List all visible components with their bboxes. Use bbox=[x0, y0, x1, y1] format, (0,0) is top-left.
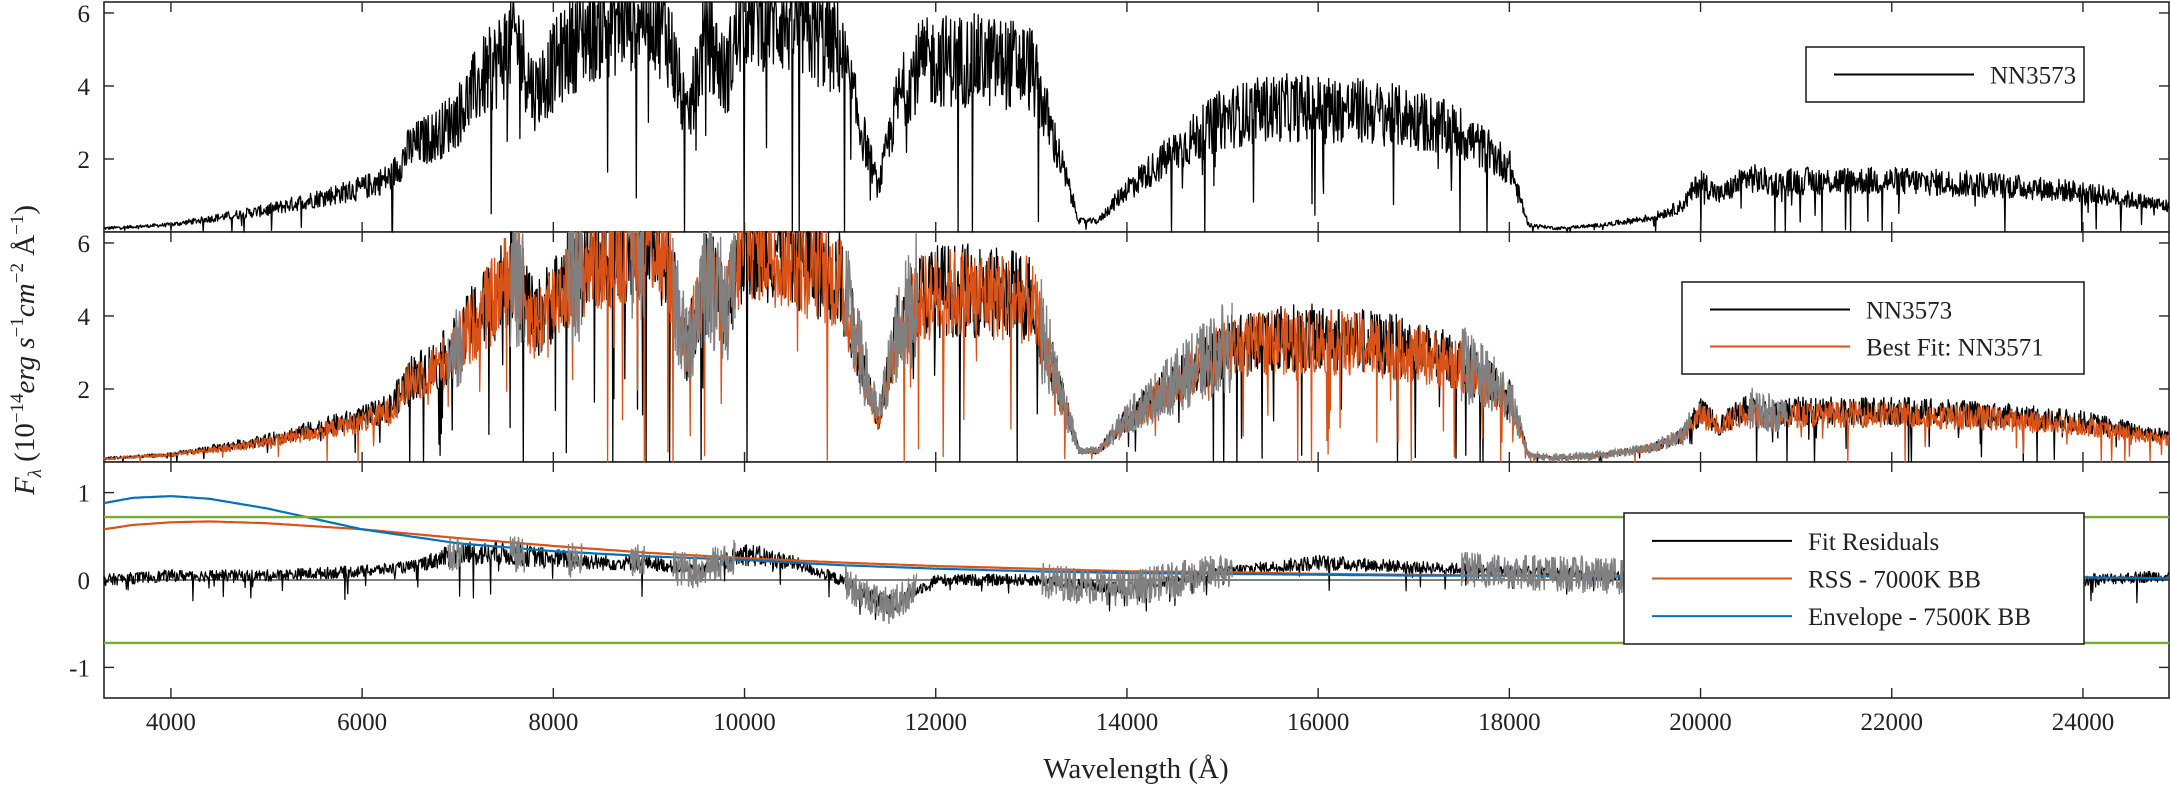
masked-region bbox=[509, 536, 526, 573]
y-tick-label: 6 bbox=[78, 231, 91, 258]
masked-region bbox=[1040, 553, 1233, 607]
top-panel-frame bbox=[103, 1, 2170, 233]
masked-region bbox=[629, 544, 645, 577]
x-tick-label: 6000 bbox=[337, 709, 387, 736]
legend-label: RSS - 7000K BB bbox=[1808, 567, 1981, 594]
series-line-nn3573 bbox=[103, 1, 2170, 233]
masked-region bbox=[447, 537, 464, 572]
y-axis-title: Fλ (10−14erg s−1cm−2 Å−1) bbox=[7, 205, 46, 496]
masked-region bbox=[509, 231, 526, 348]
top-panel-plot bbox=[103, 1, 2170, 233]
bottom-legend: Fit Residuals RSS - 7000K BB Envelope - 75… bbox=[1623, 512, 2085, 645]
middle-panel-plot bbox=[103, 231, 2170, 463]
legend-label: NN3573 bbox=[1990, 63, 2076, 90]
y-tick-label: 2 bbox=[78, 147, 91, 174]
y-tick-label: 1 bbox=[78, 481, 91, 508]
x-tick-label: 20000 bbox=[1669, 709, 1732, 736]
x-tick-label: 4000 bbox=[146, 709, 196, 736]
legend-label: Best Fit: NN3571 bbox=[1866, 335, 2044, 362]
masked-region bbox=[567, 231, 583, 345]
masked-region bbox=[844, 565, 918, 624]
x-tick-label: 8000 bbox=[528, 709, 578, 736]
y-tick-label: -1 bbox=[69, 655, 90, 682]
x-tick-label: 10000 bbox=[713, 709, 776, 736]
y-tick-label: 4 bbox=[78, 74, 91, 101]
masked-region bbox=[1747, 387, 1788, 433]
masked-region bbox=[447, 309, 464, 388]
masked-region bbox=[567, 542, 583, 578]
x-tick-label: 24000 bbox=[2052, 709, 2115, 736]
masked-region bbox=[844, 233, 918, 421]
legend-box bbox=[1681, 281, 2085, 375]
x-tick-label: 12000 bbox=[904, 709, 967, 736]
middle-legend: NN3573 Best Fit: NN3571 bbox=[1681, 281, 2085, 375]
top-legend: NN3573 bbox=[1805, 46, 2085, 103]
x-axis-title: Wavelength (Å) bbox=[1043, 753, 1228, 785]
y-tick-label: 2 bbox=[78, 377, 91, 404]
masked-region bbox=[629, 231, 645, 321]
legend-label: Fit Residuals bbox=[1808, 529, 1939, 556]
masked-region bbox=[672, 231, 736, 379]
legend-label: NN3573 bbox=[1866, 298, 1952, 325]
masked-region bbox=[1460, 327, 1692, 463]
x-tick-label: 16000 bbox=[1287, 709, 1350, 736]
x-tick-label: 14000 bbox=[1096, 709, 1159, 736]
x-tick-label: 22000 bbox=[1861, 709, 1924, 736]
legend-label: Envelope - 7500K BB bbox=[1808, 604, 2031, 631]
legend-layer: NN3573 NN3573 Best Fit: NN3571 Fit Residual… bbox=[1623, 46, 2085, 645]
y-tick-label: 0 bbox=[78, 568, 91, 595]
masked-region bbox=[672, 539, 736, 589]
masked-region bbox=[1040, 279, 1233, 455]
y-tick-label: 6 bbox=[78, 1, 91, 28]
y-tick-label: 4 bbox=[78, 304, 91, 331]
x-tick-label: 18000 bbox=[1478, 709, 1541, 736]
